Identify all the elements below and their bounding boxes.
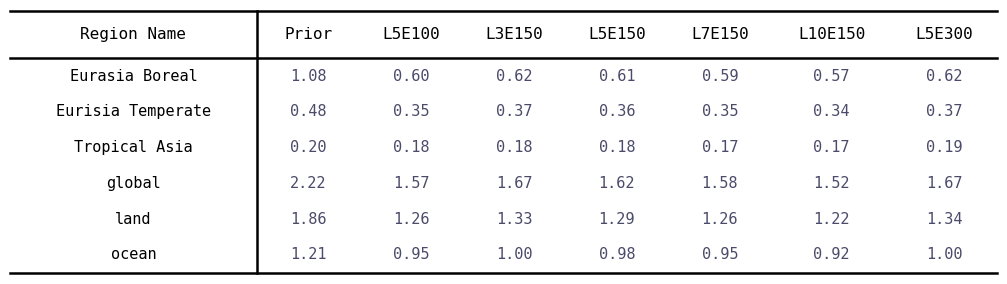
Text: 0.18: 0.18 — [393, 140, 429, 155]
Text: 0.48: 0.48 — [290, 104, 326, 119]
Text: 2.22: 2.22 — [290, 176, 326, 191]
Text: 0.34: 0.34 — [814, 104, 850, 119]
Text: L7E150: L7E150 — [691, 27, 748, 42]
Text: 1.86: 1.86 — [290, 212, 326, 227]
Text: 0.20: 0.20 — [290, 140, 326, 155]
Text: 1.67: 1.67 — [495, 176, 533, 191]
Text: 1.26: 1.26 — [393, 212, 429, 227]
Text: ocean: ocean — [111, 247, 156, 262]
Text: 0.37: 0.37 — [495, 104, 533, 119]
Text: 0.57: 0.57 — [814, 69, 850, 83]
Text: 0.17: 0.17 — [814, 140, 850, 155]
Text: 0.62: 0.62 — [926, 69, 963, 83]
Text: 1.00: 1.00 — [495, 247, 533, 262]
Text: 0.36: 0.36 — [598, 104, 635, 119]
Text: 1.08: 1.08 — [290, 69, 326, 83]
Text: Eurisia Temperate: Eurisia Temperate — [55, 104, 211, 119]
Text: Tropical Asia: Tropical Asia — [75, 140, 192, 155]
Text: 0.95: 0.95 — [393, 247, 429, 262]
Text: Eurasia Boreal: Eurasia Boreal — [69, 69, 197, 83]
Text: 0.62: 0.62 — [495, 69, 533, 83]
Text: 0.35: 0.35 — [393, 104, 429, 119]
Text: 0.18: 0.18 — [598, 140, 635, 155]
Text: Prior: Prior — [284, 27, 332, 42]
Text: 1.62: 1.62 — [598, 176, 635, 191]
Text: 0.59: 0.59 — [702, 69, 738, 83]
Text: 0.19: 0.19 — [926, 140, 963, 155]
Text: 0.17: 0.17 — [702, 140, 738, 155]
Text: 1.33: 1.33 — [495, 212, 533, 227]
Text: 1.67: 1.67 — [926, 176, 963, 191]
Text: 0.35: 0.35 — [702, 104, 738, 119]
Text: 1.58: 1.58 — [702, 176, 738, 191]
Text: 0.98: 0.98 — [598, 247, 635, 262]
Text: land: land — [115, 212, 152, 227]
Text: L5E100: L5E100 — [383, 27, 440, 42]
Text: 1.21: 1.21 — [290, 247, 326, 262]
Text: 1.57: 1.57 — [393, 176, 429, 191]
Text: L3E150: L3E150 — [485, 27, 543, 42]
Text: 0.60: 0.60 — [393, 69, 429, 83]
Text: 1.29: 1.29 — [598, 212, 635, 227]
Text: 0.37: 0.37 — [926, 104, 963, 119]
Text: 1.34: 1.34 — [926, 212, 963, 227]
Text: 0.92: 0.92 — [814, 247, 850, 262]
Text: 0.95: 0.95 — [702, 247, 738, 262]
Text: 1.26: 1.26 — [702, 212, 738, 227]
Text: Region Name: Region Name — [81, 27, 186, 42]
Text: global: global — [106, 176, 161, 191]
Text: 1.00: 1.00 — [926, 247, 963, 262]
Text: L10E150: L10E150 — [798, 27, 865, 42]
Text: 1.52: 1.52 — [814, 176, 850, 191]
Text: L5E300: L5E300 — [915, 27, 974, 42]
Text: 0.61: 0.61 — [598, 69, 635, 83]
Text: L5E150: L5E150 — [588, 27, 645, 42]
Text: 0.18: 0.18 — [495, 140, 533, 155]
Text: 1.22: 1.22 — [814, 212, 850, 227]
